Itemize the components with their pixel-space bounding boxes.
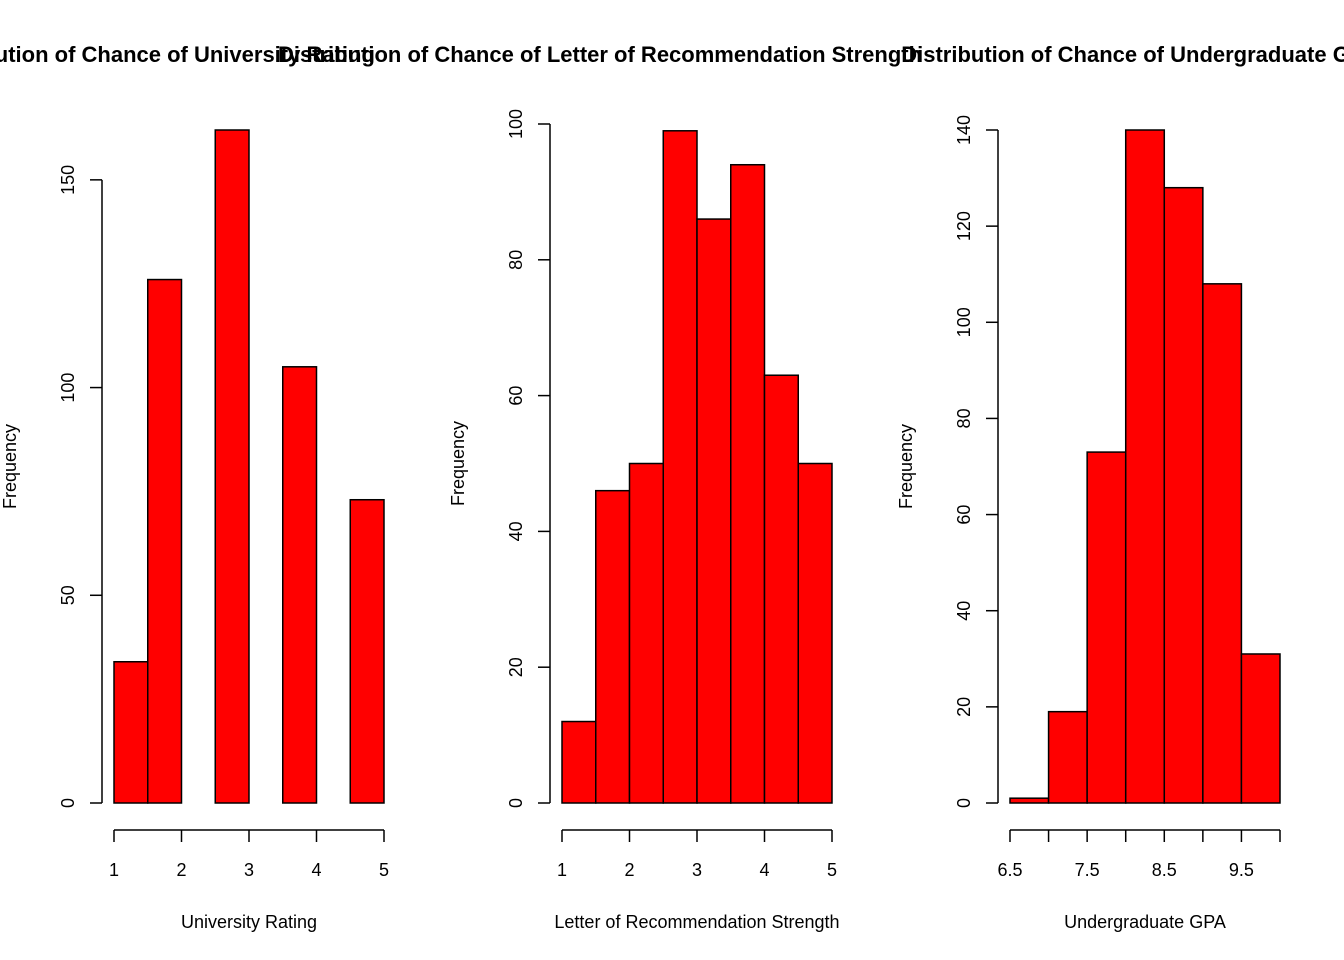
x-axis-label: University Rating — [181, 912, 317, 932]
y-axis-label: Frequency — [0, 424, 20, 509]
histogram-bar — [561, 720, 597, 804]
histogram-bar — [662, 130, 698, 804]
y-tick-label: 100 — [954, 307, 974, 337]
y-tick-label: 100 — [58, 373, 78, 403]
histogram-panel-3: 0 20 40 60 80 100 120 140 6.5 7.5 8.5 9.5 Undergradu… — [896, 115, 1281, 932]
y-axis-label: Frequency — [448, 421, 468, 506]
x-tick-label: 6.5 — [997, 860, 1022, 880]
y-tick-label: 100 — [506, 109, 526, 139]
histogram-bar — [349, 498, 385, 804]
y-axis-label: Frequency — [896, 424, 916, 509]
y-tick-label: 40 — [506, 521, 526, 541]
x-tick-label: 9.5 — [1229, 860, 1254, 880]
histogram-bar — [1124, 129, 1166, 804]
histogram-bar — [763, 374, 799, 804]
y-tick-label: 20 — [954, 697, 974, 717]
y-tick-label: 0 — [506, 798, 526, 808]
y-tick-label: 50 — [58, 585, 78, 605]
y-tick-label: 120 — [954, 211, 974, 241]
histogram-bar — [595, 489, 631, 804]
x-tick-label: 5 — [379, 860, 389, 880]
x-axis-label: Letter of Recommendation Strength — [554, 912, 839, 932]
histogram-bar — [1240, 653, 1281, 804]
x-tick-label: 3 — [692, 860, 702, 880]
x-tick-label: 1 — [557, 860, 567, 880]
histogram-bar — [282, 366, 318, 804]
x-tick-label: 8.5 — [1152, 860, 1177, 880]
y-tick-label: 0 — [954, 798, 974, 808]
histogram-bar — [214, 129, 250, 804]
histogram-bar — [147, 278, 183, 804]
x-tick-label: 1 — [109, 860, 119, 880]
histogram-bar — [1163, 186, 1204, 804]
histogram-bar — [113, 661, 149, 804]
y-tick-label: 60 — [506, 386, 526, 406]
chart-title: Distribution of Chance of University Rat… — [0, 42, 375, 67]
titles-layer: Distribution of Chance of University Rat… — [0, 42, 1344, 67]
x-tick-label: 7.5 — [1075, 860, 1100, 880]
x-tick-label: 3 — [244, 860, 254, 880]
y-tick-label: 20 — [506, 657, 526, 677]
histogram-panel-1: 0 50 100 150 1 2 3 4 5 University Rating Frequency — [0, 129, 389, 932]
histogram-bar — [1086, 451, 1127, 804]
histogram-bar — [1202, 283, 1243, 804]
chart-title: Distribution of Chance of Letter of Reco… — [278, 42, 922, 67]
histogram-panel-2: 0 20 40 60 80 100 1 2 3 4 5 Letter of Recommendatio… — [448, 109, 840, 932]
y-tick-label: 80 — [954, 408, 974, 428]
x-tick-label: 5 — [827, 860, 837, 880]
x-tick-label: 2 — [176, 860, 186, 880]
x-axis-label: Undergraduate GPA — [1064, 912, 1226, 932]
histogram-bar — [628, 462, 664, 804]
x-tick-label: 2 — [624, 860, 634, 880]
y-tick-label: 150 — [58, 165, 78, 195]
y-tick-label: 140 — [954, 115, 974, 145]
y-tick-label: 0 — [58, 798, 78, 808]
histogram-bar — [1047, 710, 1088, 804]
histogram-bar — [1009, 797, 1050, 804]
y-tick-label: 40 — [954, 601, 974, 621]
histogram-bar — [797, 462, 833, 804]
histogram-bar — [730, 163, 766, 804]
x-tick-label: 4 — [759, 860, 769, 880]
x-tick-label: 4 — [311, 860, 321, 880]
y-tick-label: 60 — [954, 505, 974, 525]
chart-title: Distribution of Chance of Undergraduate … — [901, 42, 1344, 67]
histogram-bar — [696, 218, 732, 804]
y-tick-label: 80 — [506, 250, 526, 270]
